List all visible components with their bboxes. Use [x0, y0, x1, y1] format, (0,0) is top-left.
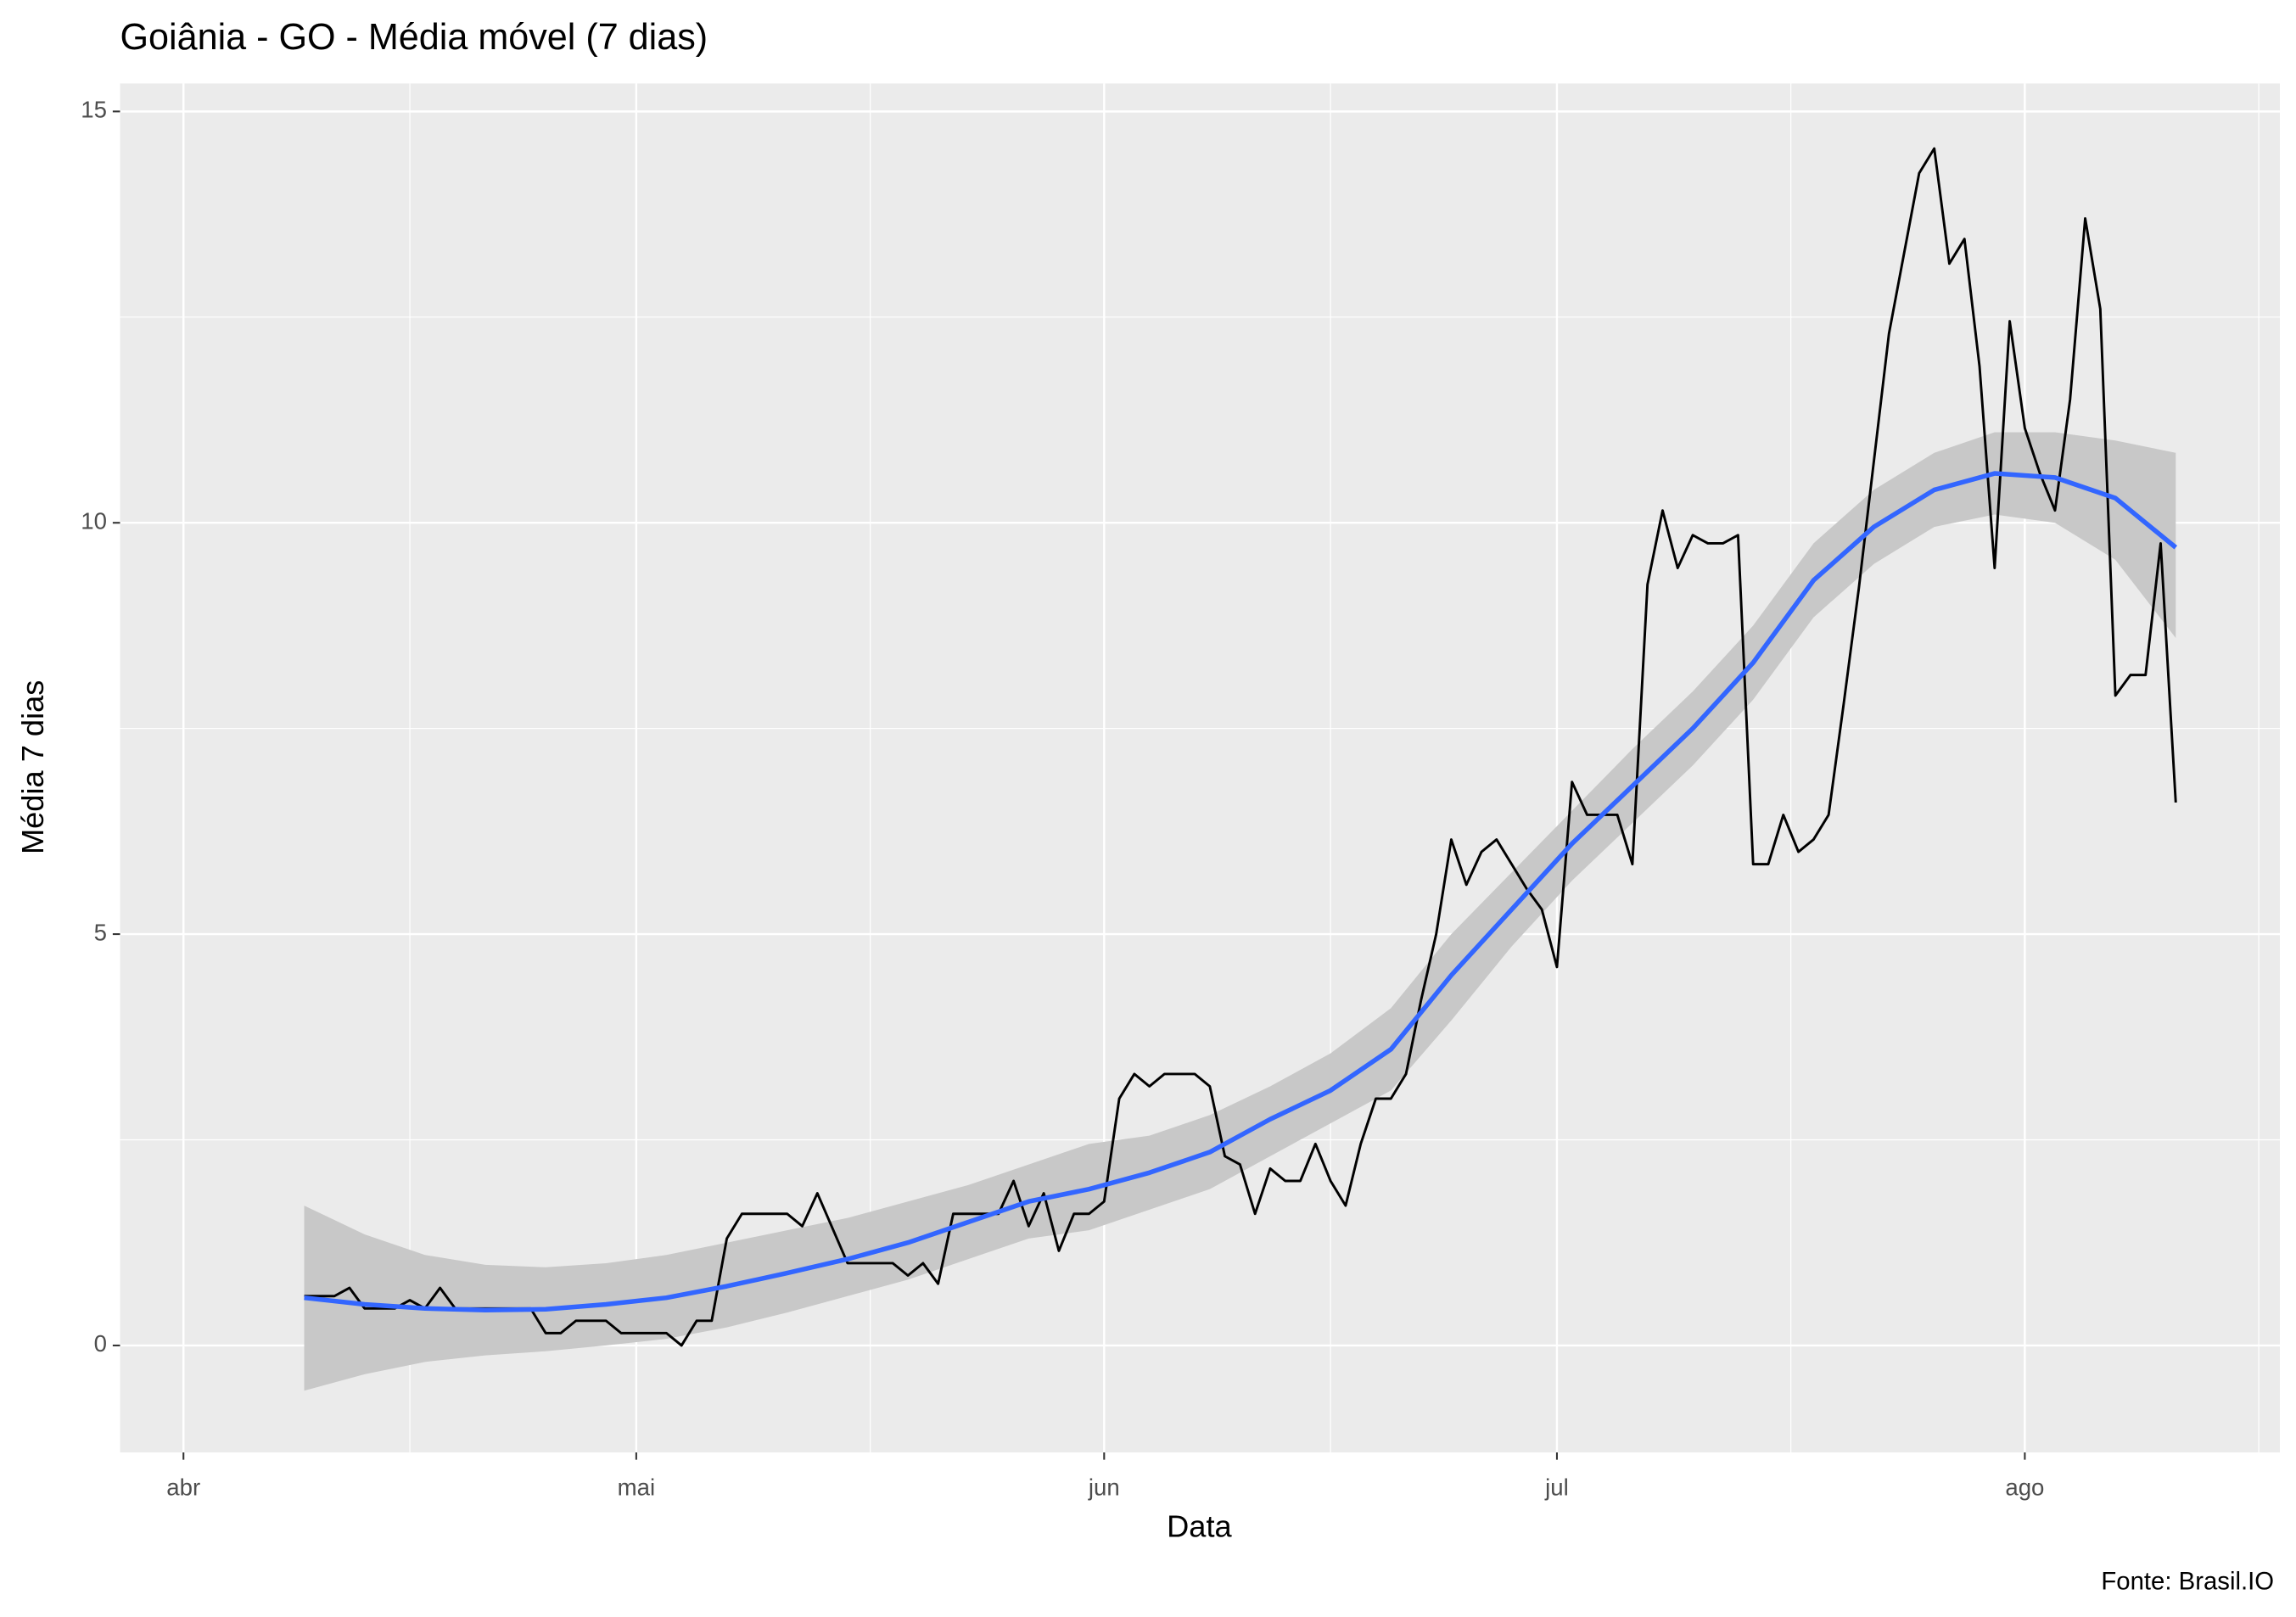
x-axis-label: Data: [1167, 1508, 1232, 1543]
smooth-line: [304, 471, 2178, 1312]
x-tick-label: ago: [2005, 1474, 2044, 1500]
x-tick-label: abr: [166, 1474, 200, 1500]
y-tick-label: 15: [81, 97, 107, 123]
plot-background: [120, 83, 2281, 1452]
y-axis-label: Média 7 dias: [15, 680, 50, 854]
x-tick-label: mai: [618, 1474, 656, 1500]
confidence-band: [304, 432, 2176, 1391]
y-tick-label: 5: [94, 919, 107, 945]
caption: Fonte: Brasil.IO: [2101, 1567, 2274, 1595]
y-tick-label: 10: [81, 508, 107, 534]
x-tick-label: jun: [1088, 1474, 1120, 1500]
data-line: [304, 147, 2177, 1347]
y-tick-label: 0: [94, 1330, 107, 1357]
chart-title: Goiânia - GO - Média móvel (7 dias): [120, 17, 708, 58]
x-tick-label: jul: [1544, 1474, 1569, 1500]
